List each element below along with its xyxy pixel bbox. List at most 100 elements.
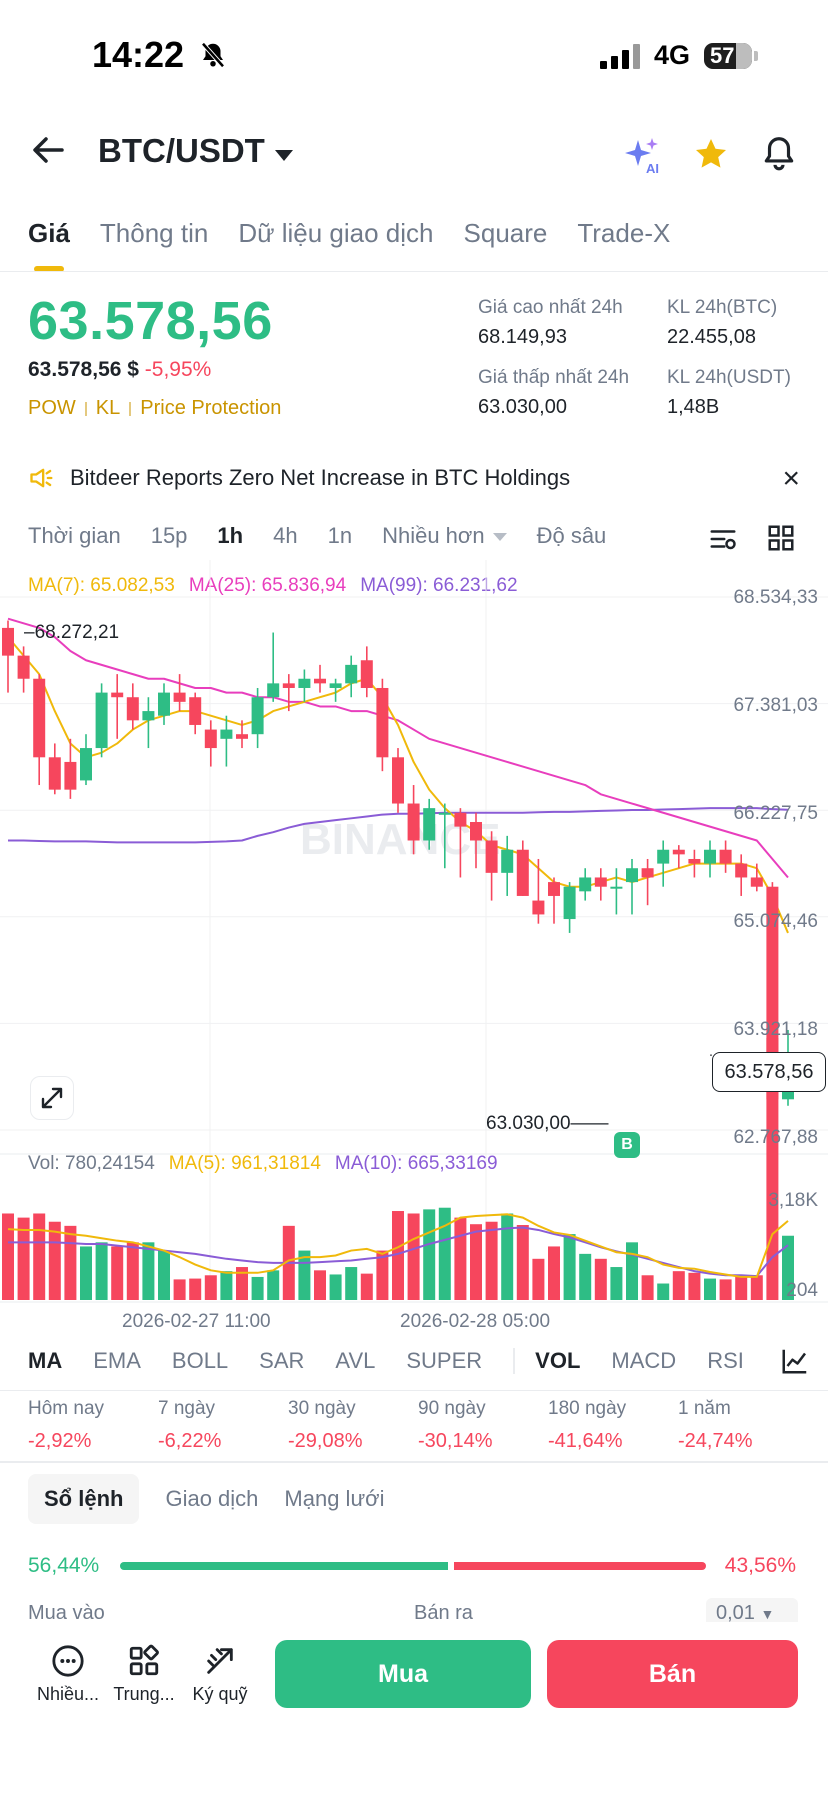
- price-chart[interactable]: BINANCE: [0, 560, 828, 1320]
- volume-bar: [657, 1283, 670, 1300]
- tab-square[interactable]: Square: [463, 218, 548, 248]
- indicator-settings[interactable]: [768, 1336, 828, 1388]
- pair-title[interactable]: BTC/USDT: [98, 132, 265, 169]
- candle-body: [236, 734, 248, 739]
- expand-chart-button[interactable]: [30, 1076, 74, 1120]
- candle-body: [532, 900, 545, 915]
- tf-time[interactable]: Thời gian: [28, 523, 121, 548]
- candle-body: [345, 664, 358, 684]
- volume-bar: [594, 1258, 607, 1300]
- candle-body: [594, 877, 607, 887]
- tab-price[interactable]: Giá: [28, 218, 70, 248]
- candle-body: [657, 849, 670, 864]
- volume-bar: [563, 1234, 576, 1300]
- candle-body: [485, 840, 498, 873]
- perf-180d: 180 ngày -41,64%: [548, 1398, 627, 1452]
- candle-body: [220, 729, 233, 739]
- candle-body: [719, 849, 732, 864]
- last-price: 63.578,56: [28, 291, 273, 351]
- ind-avl[interactable]: AVL: [335, 1348, 376, 1373]
- tf-4h[interactable]: 4h: [273, 523, 298, 548]
- candle-body: [563, 886, 576, 920]
- vol-ma10-label: MA(10): 665,33169: [334, 1153, 498, 1174]
- nav-more[interactable]: Nhiều...: [28, 1644, 108, 1705]
- volume-bar: [95, 1242, 108, 1300]
- current-price-tag[interactable]: 63.578,56: [712, 1052, 826, 1092]
- perf-1y: 1 năm -24,74%: [678, 1398, 753, 1452]
- tab-orderbook[interactable]: Sổ lệnh: [28, 1474, 140, 1524]
- tab-trades[interactable]: Giao dịch: [165, 1486, 259, 1511]
- top-tabs: Giá Thông tin Dữ liệu giao dịch Square T…: [28, 218, 670, 249]
- candle-body: [173, 692, 186, 702]
- tab-network[interactable]: Mạng lưới: [284, 1486, 385, 1511]
- close-icon[interactable]: ×: [782, 462, 800, 495]
- candle-body: [158, 692, 170, 716]
- sell-ratio: 43,56%: [724, 1554, 796, 1577]
- volume-bar: [719, 1279, 732, 1300]
- tf-15m[interactable]: 15p: [150, 523, 188, 548]
- layout-grid-icon[interactable]: [766, 523, 796, 553]
- stat-vol-usdt: KL 24h(USDT) 1,48B: [667, 367, 791, 418]
- ind-ma[interactable]: MA: [28, 1348, 63, 1373]
- ind-super[interactable]: SUPER: [406, 1348, 483, 1373]
- ma25-label: MA(25): 65.836,94: [188, 575, 347, 596]
- orderbook-tabs: Sổ lệnh Giao dịch Mạng lưới: [28, 1474, 384, 1524]
- news-text[interactable]: Bitdeer Reports Zero Net Increase in BTC…: [70, 465, 571, 490]
- buy-marker[interactable]: B: [614, 1132, 640, 1158]
- ma25-line: [7, 617, 789, 879]
- ind-ema[interactable]: EMA: [93, 1348, 141, 1373]
- ind-macd[interactable]: MACD: [611, 1348, 677, 1373]
- volume-bar: [64, 1225, 77, 1300]
- tab-trading-data[interactable]: Dữ liệu giao dịch: [238, 218, 434, 248]
- tags-row: POW KL Price Protection: [28, 397, 281, 420]
- ai-sparkle-icon[interactable]: AI: [622, 136, 666, 176]
- news-banner[interactable]: Bitdeer Reports Zero Net Increase in BTC…: [28, 460, 800, 496]
- ind-sar[interactable]: SAR: [259, 1348, 305, 1373]
- tag-pow[interactable]: POW: [28, 397, 76, 419]
- ind-boll[interactable]: BOLL: [171, 1348, 229, 1373]
- tab-info[interactable]: Thông tin: [99, 218, 209, 248]
- volume-bar: [485, 1221, 498, 1300]
- tag-price-protection[interactable]: Price Protection: [140, 397, 282, 419]
- tab-trade-x[interactable]: Trade-X: [577, 218, 671, 248]
- volume-bar: [329, 1274, 342, 1300]
- col-sell-header: Bán ra: [414, 1602, 473, 1624]
- alert-bell-icon[interactable]: [760, 134, 798, 172]
- pair-dropdown-icon[interactable]: [275, 150, 293, 161]
- candle-body: [735, 863, 748, 878]
- tf-depth[interactable]: Độ sâu: [536, 523, 607, 548]
- volume-bar: [251, 1276, 264, 1300]
- favorite-star-icon[interactable]: [692, 136, 730, 172]
- back-arrow-icon[interactable]: [28, 130, 68, 170]
- volume-bar: [782, 1235, 794, 1300]
- ind-vol[interactable]: VOL: [535, 1348, 581, 1373]
- volume-bar: [610, 1267, 623, 1300]
- volume-bar: [750, 1275, 763, 1300]
- nav-center[interactable]: Trung...: [104, 1644, 184, 1705]
- signal-icon: [599, 43, 640, 69]
- candle-body: [329, 683, 342, 688]
- buy-ratio: 56,44%: [28, 1554, 100, 1577]
- chart-settings-icon[interactable]: [708, 524, 738, 554]
- tf-1h[interactable]: 1h: [217, 523, 244, 548]
- tag-kl[interactable]: KL: [95, 397, 121, 419]
- apps-grid-icon: [129, 1644, 159, 1676]
- vol-ma5-line: [7, 1213, 789, 1278]
- ind-rsi[interactable]: RSI: [707, 1348, 744, 1373]
- buy-button[interactable]: Mua: [275, 1640, 531, 1708]
- tf-more[interactable]: Nhiều hơn: [382, 523, 507, 549]
- candle-body: [298, 678, 311, 688]
- candle-body: [579, 877, 592, 892]
- sell-button[interactable]: Bán: [547, 1640, 798, 1708]
- network-type: 4G: [653, 40, 690, 70]
- tf-1d[interactable]: 1n: [327, 523, 353, 548]
- volume-bar: [704, 1278, 716, 1300]
- chevron-down-icon: ▼: [760, 1606, 775, 1622]
- vol-ma5-label: MA(5): 961,31814: [168, 1153, 321, 1174]
- y-label: 67.381,03: [733, 695, 818, 716]
- more-dots-icon: [52, 1645, 84, 1677]
- vol-label: Vol: 780,24154: [28, 1153, 155, 1174]
- nav-margin[interactable]: Ký quỹ: [180, 1644, 260, 1705]
- expand-icon: [41, 1087, 63, 1109]
- candle-body: [142, 711, 155, 721]
